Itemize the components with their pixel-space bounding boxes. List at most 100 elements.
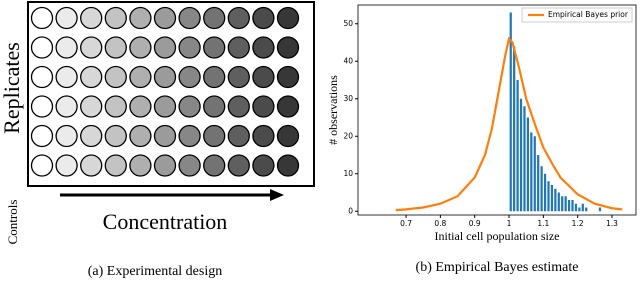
well bbox=[252, 6, 275, 30]
well bbox=[276, 36, 300, 59]
y-tick-label: 40 bbox=[343, 56, 353, 65]
well bbox=[276, 95, 300, 118]
bar bbox=[574, 203, 578, 212]
well bbox=[104, 65, 127, 89]
bar bbox=[557, 192, 560, 212]
x-label: Concentration bbox=[103, 209, 228, 234]
well bbox=[104, 124, 127, 148]
bar bbox=[530, 132, 533, 212]
caption: (b) Empirical Bayes estimate bbox=[416, 260, 579, 275]
legend-label: Empirical Bayes prior bbox=[548, 10, 629, 19]
bar bbox=[516, 80, 519, 212]
bar bbox=[513, 46, 516, 212]
well bbox=[129, 95, 152, 118]
well bbox=[80, 124, 103, 148]
well bbox=[104, 36, 127, 59]
control-label: Controls bbox=[5, 200, 20, 245]
well bbox=[55, 124, 78, 148]
well bbox=[30, 124, 54, 148]
histogram-chart: Empirical Bayes prior 0 10 20 30 40 50 0.7 0.8 0.… bbox=[326, 4, 637, 275]
bar bbox=[540, 166, 543, 212]
well bbox=[252, 36, 275, 59]
well bbox=[55, 65, 78, 89]
well bbox=[227, 95, 250, 118]
well bbox=[80, 6, 103, 30]
bar bbox=[537, 155, 540, 212]
bar bbox=[523, 106, 526, 212]
well bbox=[129, 124, 152, 148]
bar bbox=[554, 188, 557, 212]
bar bbox=[533, 136, 536, 212]
well bbox=[227, 36, 250, 59]
bar bbox=[581, 203, 584, 212]
well bbox=[203, 95, 226, 118]
plate-frame bbox=[27, 1, 315, 187]
well bbox=[55, 95, 78, 118]
well bbox=[80, 154, 103, 177]
well bbox=[30, 6, 54, 30]
well bbox=[30, 154, 54, 177]
well bbox=[203, 36, 226, 59]
x-axis-label: Initial cell population size bbox=[435, 229, 560, 243]
well bbox=[252, 154, 275, 177]
well bbox=[276, 124, 300, 148]
well bbox=[129, 36, 152, 59]
well bbox=[55, 6, 78, 30]
well bbox=[104, 154, 127, 177]
well bbox=[227, 124, 250, 148]
well bbox=[104, 95, 127, 118]
y-tick-label: 0 bbox=[348, 206, 353, 215]
wells bbox=[30, 6, 300, 177]
bar bbox=[547, 181, 550, 212]
legend-box bbox=[521, 7, 633, 23]
x-tick-label: 1 bbox=[507, 219, 512, 228]
well bbox=[129, 154, 152, 177]
well bbox=[80, 36, 103, 59]
well bbox=[30, 65, 54, 89]
well bbox=[129, 65, 152, 89]
x-tick-label: 0.7 bbox=[400, 219, 412, 228]
bar bbox=[564, 196, 567, 212]
arrow-head bbox=[270, 189, 284, 201]
well bbox=[178, 6, 201, 30]
bar bbox=[571, 200, 574, 212]
bar bbox=[561, 196, 564, 212]
bar bbox=[543, 173, 547, 212]
bar bbox=[578, 207, 581, 212]
bar bbox=[585, 207, 588, 212]
well bbox=[104, 6, 127, 30]
y-axis-label: # observations bbox=[326, 75, 340, 145]
well bbox=[252, 95, 275, 118]
bar bbox=[598, 207, 602, 212]
plot-frame bbox=[357, 4, 637, 216]
well bbox=[178, 154, 201, 177]
caption: (a) Experimental design bbox=[88, 264, 223, 279]
y-tick-label: 30 bbox=[343, 94, 353, 103]
x-tick-label: 1.3 bbox=[606, 219, 618, 228]
well bbox=[276, 65, 300, 89]
well bbox=[80, 95, 103, 118]
well bbox=[227, 65, 250, 89]
bar bbox=[509, 12, 512, 212]
well bbox=[55, 36, 78, 59]
row-label: Replicates bbox=[0, 42, 24, 134]
well bbox=[203, 65, 226, 89]
well bbox=[276, 154, 300, 177]
well bbox=[153, 6, 177, 30]
well bbox=[153, 154, 177, 177]
prior-curve bbox=[395, 36, 623, 212]
x-tick-label: 0.8 bbox=[434, 219, 446, 228]
y-tick-label: 10 bbox=[343, 169, 353, 178]
well bbox=[227, 154, 250, 177]
well bbox=[129, 6, 152, 30]
well bbox=[80, 65, 103, 89]
well bbox=[276, 6, 300, 30]
well bbox=[252, 65, 275, 89]
well bbox=[30, 36, 54, 59]
y-tick-label: 50 bbox=[343, 19, 353, 28]
well bbox=[252, 124, 275, 148]
bar bbox=[519, 98, 523, 212]
well bbox=[227, 6, 250, 30]
well bbox=[178, 65, 201, 89]
well bbox=[178, 95, 201, 118]
